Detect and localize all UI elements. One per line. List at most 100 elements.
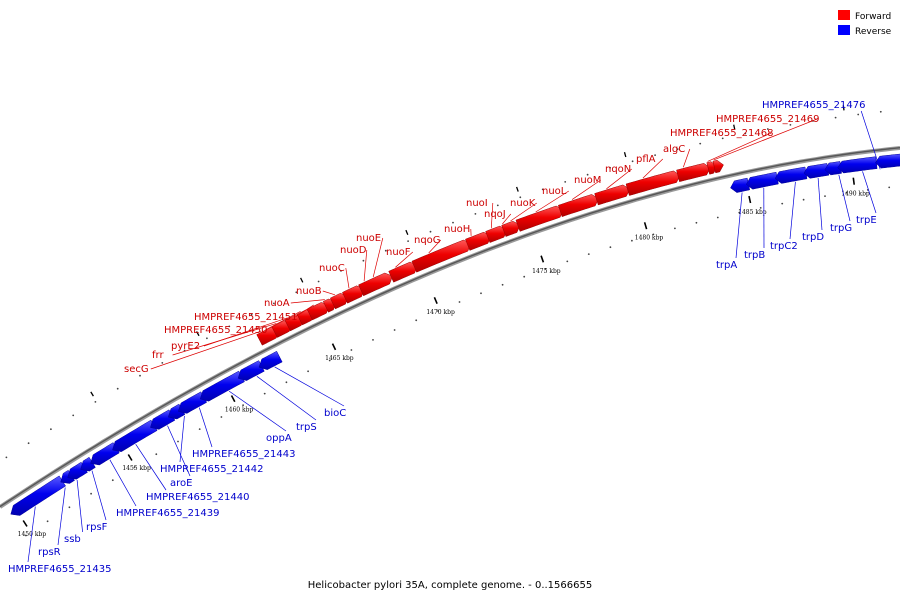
minor-tick-dot xyxy=(220,416,223,418)
minor-tick-dot xyxy=(317,280,320,283)
minor-tick-dot xyxy=(631,160,634,163)
forward-leader-line xyxy=(502,213,512,225)
minor-tick-dot xyxy=(340,270,342,272)
reverse-gene-label: HMPREF4655_21443 xyxy=(192,449,295,460)
minor-tick-dot xyxy=(68,506,71,509)
forward-gene-label: nuoK xyxy=(510,198,536,209)
reverse-gene-arrow xyxy=(837,156,878,174)
forward-leader-line xyxy=(682,148,691,168)
reverse-leader-line xyxy=(109,459,137,507)
minor-tick-dot xyxy=(716,216,719,219)
minor-tick-dot xyxy=(206,337,208,340)
legend-label: Forward xyxy=(855,12,891,22)
minor-tick-dot xyxy=(27,442,30,445)
minor-tick-dot xyxy=(609,246,612,249)
minor-tick-dot xyxy=(350,349,353,351)
forward-leader-line xyxy=(571,179,601,200)
minor-tick-dot xyxy=(566,260,569,263)
scale-tick-mark xyxy=(331,343,337,351)
minor-tick-dot xyxy=(587,253,590,256)
minor-tick-dot xyxy=(674,227,676,230)
scale-tick-mark xyxy=(643,222,648,230)
scale-tick-mark-outer xyxy=(196,331,200,337)
reverse-strand-genes xyxy=(10,153,900,516)
backbone-shadow xyxy=(0,146,900,509)
reverse-gene-label: trpG xyxy=(830,223,852,234)
reverse-gene-label: HMPREF4655_21439 xyxy=(116,508,219,519)
legend-swatch xyxy=(838,10,850,20)
scale-tick-mark xyxy=(852,177,855,185)
minor-tick-dot xyxy=(744,132,747,135)
minor-tick-dot xyxy=(429,230,432,233)
reverse-leader-line xyxy=(179,415,185,463)
scale-tick-mark xyxy=(433,296,438,305)
forward-gene-label: nqoG xyxy=(414,235,441,246)
scale-tick-mark-outer xyxy=(405,229,409,235)
minor-tick-dot xyxy=(139,374,141,377)
forward-gene-label: nqoJ xyxy=(484,209,506,220)
scale-tick-mark-outer xyxy=(515,186,519,192)
minor-tick-dot xyxy=(328,359,331,362)
minor-tick-dot xyxy=(544,268,547,270)
reverse-leader-line xyxy=(274,366,345,407)
scale-tick-mark xyxy=(230,395,236,403)
reverse-gene-label: bioC xyxy=(324,408,346,419)
scale-tick-label: 1455 kbp xyxy=(122,465,151,472)
scale-tick-mark-outer xyxy=(623,152,627,158)
reverse-gene-label: HMPREF4655_21476 xyxy=(762,100,865,111)
forward-gene-label: nuoA xyxy=(264,298,290,309)
minor-tick-dot xyxy=(888,186,891,189)
minor-tick-dot xyxy=(480,292,482,295)
backbone-line xyxy=(0,147,900,508)
reverse-leader-line xyxy=(57,487,66,546)
forward-gene-label: HMPREF4655_21450 xyxy=(164,325,267,336)
minor-tick-dot xyxy=(586,173,589,176)
minor-tick-dot xyxy=(198,428,201,430)
minor-tick-dot xyxy=(263,392,266,395)
forward-leader-line xyxy=(642,158,664,179)
forward-gene-label: nuoD xyxy=(340,245,367,256)
forward-leader-line xyxy=(713,118,818,161)
forward-gene-label: nuoM xyxy=(574,175,601,186)
forward-leader-line xyxy=(395,251,414,268)
reverse-gene-arrow xyxy=(258,350,283,370)
minor-tick-dot xyxy=(458,301,461,303)
minor-tick-dot xyxy=(94,401,97,403)
scale-tick-label: 1485 kbp xyxy=(738,209,767,216)
reverse-gene-label: trpS xyxy=(296,422,317,433)
minor-tick-dot xyxy=(50,428,52,431)
forward-leader-line xyxy=(707,132,772,162)
minor-tick-dot xyxy=(879,110,882,113)
minor-tick-dot xyxy=(834,116,837,119)
minor-tick-dot xyxy=(407,240,409,243)
minor-tick-dot xyxy=(496,204,499,207)
forward-gene-arrow xyxy=(676,163,711,183)
forward-leader-line xyxy=(290,299,325,304)
minor-tick-dot xyxy=(564,181,567,183)
reverse-leader-line xyxy=(76,479,83,533)
forward-gene-label: HMPREF4655_21469 xyxy=(716,114,819,125)
forward-gene-arrow xyxy=(501,220,521,237)
genome-backbone xyxy=(0,146,900,509)
minor-tick-dot xyxy=(857,113,860,116)
reverse-leader-line xyxy=(789,181,796,240)
forward-leader-line xyxy=(428,239,442,254)
minor-tick-dot xyxy=(738,211,741,214)
reverse-gene-label: oppA xyxy=(266,433,292,444)
minor-tick-dots xyxy=(5,110,891,537)
minor-tick-dot xyxy=(802,198,805,201)
reverse-gene-arrow xyxy=(774,166,808,184)
scale-tick-mark xyxy=(127,454,133,461)
scale-tick-mark xyxy=(540,255,545,263)
strand-legend: Forward Reverse xyxy=(838,10,892,37)
minor-tick-dot xyxy=(384,249,387,252)
forward-gene-label: secG xyxy=(124,364,149,375)
forward-gene-label: nuoB xyxy=(296,286,322,297)
minor-tick-dot xyxy=(90,492,92,495)
reverse-leader-line xyxy=(27,506,36,563)
scale-tick-mark-outer xyxy=(300,277,304,283)
forward-gene-label: frr xyxy=(152,350,164,361)
minor-tick-dot xyxy=(242,404,245,407)
